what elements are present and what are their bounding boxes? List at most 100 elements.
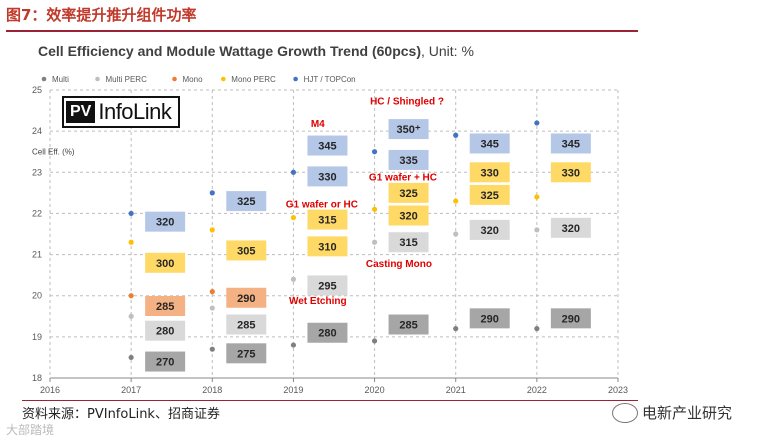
efficiency-point — [371, 149, 378, 155]
wattage-box — [469, 308, 510, 329]
brand-text: 电新产业研究 — [642, 404, 733, 422]
efficiency-points — [128, 120, 540, 361]
wattage-box — [469, 133, 510, 154]
wattage-box — [307, 209, 348, 230]
wattage-label: 280 — [318, 328, 336, 340]
wattage-label: 315 — [318, 215, 336, 227]
efficiency-point — [534, 120, 540, 126]
x-tick-label: 2018 — [202, 385, 222, 395]
wattage-box — [388, 149, 429, 170]
wattage-label: 285 — [237, 320, 255, 332]
annotation-label: Wet Etching — [289, 296, 347, 307]
efficiency-point — [128, 293, 134, 299]
wattage-box — [388, 205, 429, 226]
legend-marker — [41, 76, 47, 82]
legend-marker — [221, 76, 226, 82]
wattage-label: 320 — [156, 217, 174, 229]
wattage-label: 325 — [399, 188, 417, 200]
efficiency-point — [534, 194, 540, 200]
x-tick-label: 2021 — [446, 385, 466, 395]
wattage-label: 345 — [562, 138, 580, 150]
wattage-box — [145, 296, 186, 316]
wattage-box — [550, 162, 591, 183]
wattage-label: 305 — [237, 245, 255, 257]
wattage-box — [145, 211, 186, 232]
wattage-box — [469, 184, 510, 205]
wattage-box — [388, 119, 429, 140]
x-tick-label: 2017 — [121, 385, 141, 395]
source-note: 资料来源：PVInfoLink、招商证券 — [22, 407, 220, 422]
wattage-box — [388, 232, 429, 253]
wattage-label: 320 — [481, 225, 499, 237]
x-tick-label: 2020 — [365, 385, 385, 395]
wattage-box — [388, 314, 429, 335]
efficiency-point — [371, 206, 378, 212]
wattage-box — [226, 314, 267, 335]
efficiency-point — [290, 214, 297, 221]
wattage-box — [226, 343, 267, 364]
efficiency-point — [128, 210, 134, 217]
efficiency-point — [209, 227, 215, 233]
efficiency-point — [453, 198, 459, 204]
wattage-box — [307, 166, 348, 187]
annotation-label: HC / Shingled ? — [370, 96, 444, 107]
y-tick-label: 22 — [32, 208, 42, 218]
logo-text: InfoLink — [98, 99, 172, 124]
y-tick-label: 20 — [32, 291, 42, 301]
efficiency-point — [371, 239, 378, 245]
wattage-label: 285 — [399, 320, 417, 332]
wechat-icon — [612, 402, 638, 423]
wattage-label: 280 — [156, 326, 174, 338]
wattage-label: 345 — [481, 138, 499, 150]
wattage-label: 350⁺ — [396, 124, 420, 136]
chart-legend: Multi Multi PERC Mono Mono PERC HJT / TOPCon — [41, 75, 356, 84]
watermark: 大部踏境 — [6, 423, 55, 437]
x-tick-label: 2023 — [608, 385, 628, 395]
wattage-box — [226, 240, 267, 261]
efficiency-point — [290, 342, 297, 348]
annotation-label: G1 wafer + HC — [369, 173, 437, 184]
y-tick-label: 21 — [32, 250, 42, 260]
wattage-label: 290 — [562, 313, 580, 325]
legend-label: Multi PERC — [106, 75, 148, 84]
efficiency-point — [453, 132, 459, 138]
wattage-label: 290 — [481, 313, 499, 325]
efficiency-point — [209, 190, 215, 196]
wattage-box — [145, 320, 186, 341]
y-tick-label: 19 — [32, 332, 42, 342]
y-axis-label: Cell Eff. (%) — [32, 148, 75, 157]
legend-marker — [95, 76, 100, 82]
legend-label: Mono PERC — [231, 75, 276, 84]
wattage-box — [307, 236, 348, 257]
legend-label: HJT / TOPCon — [304, 75, 356, 84]
annotation-label: G1 wafer or HC — [286, 199, 358, 210]
wattage-box — [550, 308, 591, 329]
x-tick-label: 2016 — [40, 385, 60, 395]
wattage-label: 325 — [481, 190, 499, 202]
efficiency-point — [371, 338, 378, 344]
wattage-label: 330 — [318, 171, 336, 183]
annotation-label: M4 — [311, 119, 325, 130]
wattage-label: 315 — [399, 237, 417, 249]
efficiency-point — [209, 346, 215, 352]
y-tick-label: 25 — [32, 85, 42, 95]
wattage-label: 345 — [318, 141, 336, 153]
efficiency-point — [290, 169, 297, 175]
efficiency-point — [290, 276, 297, 282]
wattage-box — [469, 162, 510, 183]
legend-marker — [293, 76, 298, 82]
wattage-box — [550, 217, 591, 238]
chart-title: Cell Efficiency and Module Wattage Growt… — [38, 43, 474, 59]
efficiency-chart: Cell Efficiency and Module Wattage Growt… — [32, 43, 628, 395]
efficiency-point — [128, 313, 134, 319]
efficiency-point — [209, 305, 215, 311]
wattage-box — [550, 133, 591, 154]
efficiency-point — [534, 227, 540, 233]
efficiency-point — [453, 231, 459, 237]
efficiency-point — [209, 289, 215, 295]
wattage-label: 330 — [481, 167, 499, 179]
efficiency-point — [534, 326, 540, 332]
wattage-box — [307, 135, 348, 156]
wattage-box — [469, 219, 510, 240]
wattage-label: 320 — [562, 223, 580, 235]
